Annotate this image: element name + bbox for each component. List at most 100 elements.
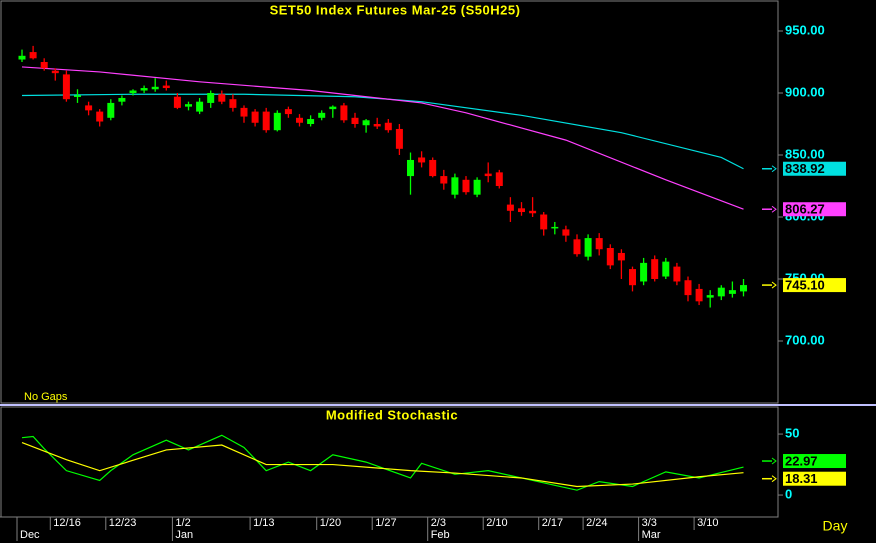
y-tick-label: 850.00 — [785, 146, 825, 161]
candle-body — [40, 62, 48, 69]
x-month-label: Dec — [20, 529, 40, 541]
x-tick-label: 2/10 — [486, 517, 507, 529]
candle-body — [717, 287, 725, 297]
candle-body — [540, 214, 548, 230]
candle-body — [529, 210, 537, 214]
x-tick-label: 1/2 — [175, 517, 190, 529]
y-tick-label: 950.00 — [785, 22, 825, 37]
candle-body — [329, 106, 337, 110]
candle-body — [684, 280, 692, 296]
candle-body — [118, 97, 126, 102]
candle-body — [629, 269, 636, 286]
candle-body — [284, 109, 292, 115]
x-tick-label: 1/20 — [320, 517, 341, 529]
candle-body — [240, 107, 248, 117]
stoch-title: Modified Stochastic — [326, 407, 458, 422]
candle-body — [173, 96, 181, 108]
last-value-label-box — [783, 454, 846, 469]
x-month-label: Feb — [431, 529, 450, 541]
candle-body — [273, 112, 281, 131]
line — [21, 442, 744, 488]
candle-body — [617, 252, 625, 261]
candle-body — [340, 105, 348, 121]
candle-body — [362, 120, 370, 126]
candle-body — [651, 259, 659, 279]
candle-body — [551, 226, 559, 229]
x-tick-label: 3/10 — [697, 517, 718, 529]
candle-body — [451, 177, 459, 195]
last-close-label: 745.10 — [785, 278, 825, 293]
candle-body — [307, 119, 315, 124]
candle-body — [262, 111, 270, 131]
note: No Gaps — [24, 391, 68, 403]
x-tick-label: 12/23 — [109, 517, 137, 529]
last-value-label-box — [783, 471, 846, 486]
candle-body — [373, 124, 381, 127]
candle-body — [706, 295, 714, 298]
candle-body — [440, 176, 448, 184]
x-tick-label: 2/24 — [586, 517, 607, 529]
arrow-head — [771, 281, 777, 289]
candle-body — [562, 229, 570, 236]
last-close-label-box — [783, 278, 846, 293]
y-tick-label: 900.00 — [785, 84, 825, 99]
price-panel-frame — [0, 0, 779, 404]
candle-body — [296, 117, 303, 123]
x-month-label: Mar — [642, 529, 661, 541]
last-value-label-box — [783, 161, 846, 176]
candle-body — [196, 101, 204, 112]
candle-body — [185, 104, 192, 107]
candle-body — [662, 261, 670, 277]
candle-body — [162, 85, 170, 89]
candle-body — [96, 111, 104, 122]
candle-body — [673, 266, 681, 282]
candle-body — [85, 105, 93, 111]
candle-body — [407, 159, 414, 177]
candle-body — [62, 74, 70, 100]
x-tick-label: 1/13 — [253, 517, 274, 529]
y-tick-label: 700.00 — [785, 332, 825, 347]
candle-body — [107, 102, 115, 118]
chart-title: SET50 Index Futures Mar-25 (S50H25) — [270, 2, 521, 17]
candle-body — [462, 179, 470, 193]
candle-body — [18, 55, 26, 60]
arrow-head — [771, 457, 777, 465]
x-tick-label: 1/27 — [375, 517, 396, 529]
candle-body — [484, 173, 492, 177]
x-tick-label: 12/16 — [53, 517, 81, 529]
x-month-label: Jan — [175, 529, 193, 541]
candle-body — [595, 238, 603, 250]
candle-body — [229, 99, 237, 108]
line — [21, 66, 744, 210]
candle-body — [429, 159, 437, 177]
last-value-label-box — [783, 202, 846, 217]
line — [21, 93, 744, 170]
candle-body — [74, 95, 81, 97]
candle-body — [728, 290, 736, 294]
candle-body — [573, 239, 581, 255]
y-tick-label: 0 — [785, 486, 792, 501]
candle-body — [129, 90, 137, 93]
arrow-head — [771, 475, 777, 483]
arrow-head — [771, 165, 777, 173]
candle-body — [151, 86, 159, 90]
candle-body — [640, 262, 648, 282]
candle-body — [495, 172, 503, 186]
candle-body — [251, 111, 259, 123]
x-axis-label: Day — [823, 518, 848, 534]
candle-body — [740, 285, 747, 292]
candle-body — [584, 238, 592, 257]
candle-body — [606, 248, 614, 266]
candle-body — [29, 52, 37, 59]
candle-body — [506, 204, 514, 211]
candle-body — [518, 208, 525, 213]
candle-body — [384, 122, 392, 131]
candle-body — [473, 179, 481, 195]
x-tick-label: 2/17 — [542, 517, 563, 529]
last-value-label: 22.97 — [785, 453, 818, 468]
last-value-label: 838.92 — [785, 161, 825, 176]
arrow-head — [771, 205, 777, 213]
last-value-label: 18.31 — [785, 471, 818, 486]
